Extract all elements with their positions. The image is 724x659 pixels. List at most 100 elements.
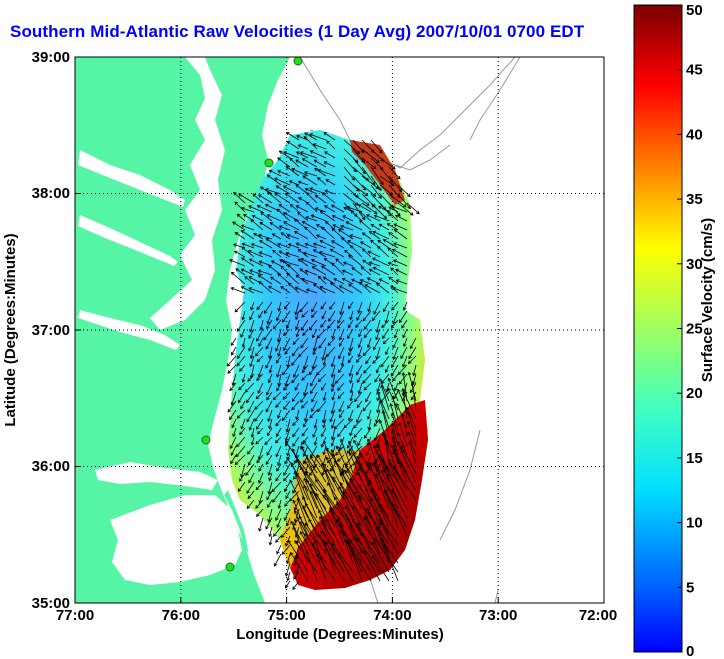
velocity-vector-head <box>268 533 272 538</box>
outer-bank <box>224 490 248 578</box>
velocity-vector <box>275 472 282 482</box>
velocity-vector-head <box>330 383 335 388</box>
velocity-vector <box>284 454 291 465</box>
velocity-vector <box>289 180 300 186</box>
velocity-vector-head <box>275 185 280 189</box>
velocity-vector-head <box>294 286 299 291</box>
velocity-vector-head <box>282 185 287 189</box>
velocity-vector-head <box>293 509 298 514</box>
velocity-vector <box>322 346 327 361</box>
velocity-vector-head <box>356 404 361 409</box>
velocity-vector <box>347 400 354 409</box>
velocity-vector <box>353 427 363 438</box>
velocity-vector <box>379 400 390 429</box>
velocity-vector <box>323 355 327 366</box>
velocity-vector-head <box>315 478 319 483</box>
velocity-vector <box>241 418 246 430</box>
velocity-vector <box>377 382 381 392</box>
velocity-vector-head <box>255 395 260 400</box>
velocity-vector <box>363 364 372 374</box>
velocity-vector <box>265 188 282 195</box>
grid-lines <box>75 57 604 603</box>
velocity-vector <box>242 373 246 383</box>
velocity-vector-head <box>266 325 270 330</box>
velocity-vector <box>359 452 381 483</box>
velocity-vector <box>268 373 273 383</box>
velocity-vector <box>260 186 273 195</box>
velocity-vector <box>275 535 282 543</box>
velocity-vector <box>332 215 345 222</box>
velocity-vector <box>361 175 379 189</box>
velocity-vector-head <box>229 416 233 421</box>
velocity-vector <box>232 427 237 437</box>
velocity-vector-head <box>294 454 299 459</box>
velocity-vector <box>231 418 237 428</box>
velocity-vector-head <box>409 212 414 216</box>
velocity-vector-head <box>397 388 401 393</box>
velocity-vector-head <box>248 479 252 484</box>
velocity-vector-head <box>296 134 300 139</box>
velocity-vector-head <box>264 441 268 446</box>
velocity-vector <box>395 269 408 276</box>
velocity-vector <box>312 355 318 369</box>
velocity-vector-head <box>317 533 321 538</box>
velocity-vector-head <box>347 445 351 449</box>
velocity-vector <box>379 223 390 231</box>
velocity-vector-head <box>272 396 277 401</box>
velocity-vector <box>294 231 309 240</box>
velocity-vector-head <box>304 242 309 247</box>
velocity-vector-head <box>248 347 252 352</box>
velocity-vector <box>306 289 318 294</box>
velocity-vector-head <box>376 409 380 414</box>
velocity-vector <box>310 491 327 528</box>
velocity-vector-head <box>258 468 262 472</box>
velocity-vector <box>308 364 318 375</box>
velocity-vector <box>283 328 291 336</box>
velocity-vector-head <box>290 462 295 466</box>
velocity-vector-head <box>283 221 287 225</box>
velocity-vector <box>266 445 273 456</box>
velocity-vector-head <box>397 440 401 445</box>
velocity-vector <box>358 495 372 528</box>
velocity-vector <box>296 459 318 492</box>
velocity-vector <box>386 382 390 392</box>
velocity-vector <box>259 222 273 231</box>
velocity-vector <box>362 310 372 322</box>
velocity-vector-head <box>342 215 346 219</box>
velocity-vector-head <box>246 490 250 494</box>
velocity-vector-head <box>339 311 343 316</box>
velocity-vector-head <box>323 468 327 473</box>
velocity-vector <box>241 257 255 267</box>
velocity-vector-head <box>348 283 352 287</box>
velocity-vector <box>284 499 291 507</box>
velocity-vector <box>249 319 255 333</box>
velocity-vector-head <box>320 530 324 535</box>
velocity-vector-head <box>234 461 239 466</box>
velocity-vector <box>370 489 390 528</box>
velocity-vector <box>284 346 291 355</box>
albemarle-sound <box>95 462 218 490</box>
velocity-vector-head <box>277 170 281 174</box>
velocity-vector-head <box>331 335 335 340</box>
velocity-vector-head <box>294 540 298 544</box>
velocity-vector-head <box>268 355 272 360</box>
velocity-vector-head <box>390 267 394 272</box>
velocity-vector-head <box>391 364 395 368</box>
velocity-vector-head <box>372 266 377 271</box>
velocity-vector-head <box>250 243 255 247</box>
velocity-vector <box>361 166 376 185</box>
velocity-vector <box>343 157 357 172</box>
velocity-vector-head <box>382 308 387 313</box>
velocity-vector <box>292 418 300 426</box>
velocity-vector <box>300 151 318 159</box>
velocity-vector <box>229 259 246 267</box>
velocity-vector <box>256 508 264 517</box>
velocity-vector <box>350 245 363 258</box>
bathymetry-contour <box>469 57 521 141</box>
velocity-vector-head <box>386 209 391 214</box>
velocity-vector <box>245 463 255 476</box>
colorbar-tick-label: 10 <box>686 515 703 532</box>
velocity-vector-head <box>394 214 399 219</box>
velocity-vector <box>296 243 309 249</box>
colorbar-tick-label: 20 <box>686 385 703 402</box>
